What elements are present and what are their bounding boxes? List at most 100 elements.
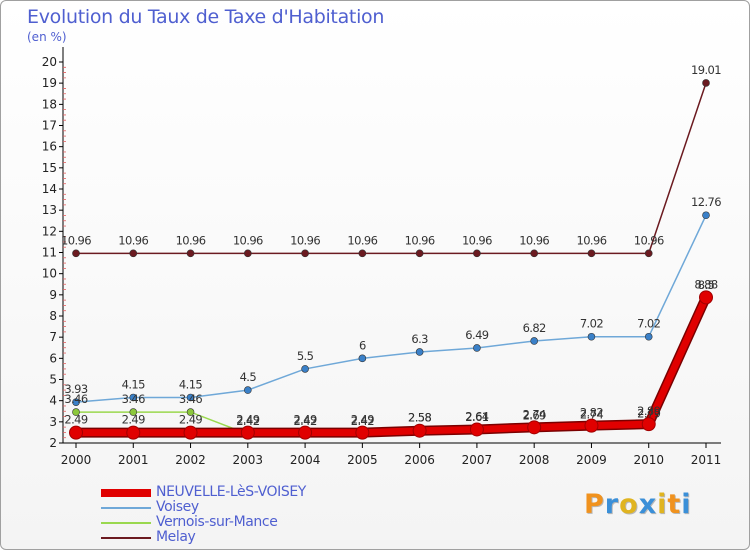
y-tick-label: 10 <box>42 267 57 281</box>
data-labels: 10.96 10.96 10.96 10.96 10.96 10.96 10.96 10.96… <box>61 63 722 428</box>
data-label: 2.69 <box>523 408 546 422</box>
data-label: 3.46 <box>64 392 87 406</box>
logo-letter: x <box>638 489 658 520</box>
data-point <box>69 425 83 440</box>
data-label: 10.96 <box>61 233 91 247</box>
data-label: 10.96 <box>634 233 664 247</box>
legend-label: Vernois-sur-Mance <box>156 514 278 530</box>
series-melay <box>72 79 710 258</box>
data-label: 10.96 <box>233 233 263 247</box>
logo-letter: o <box>619 489 639 520</box>
data-point <box>72 408 80 416</box>
legend-swatch <box>101 522 151 524</box>
unit-label: (en %) <box>27 30 67 44</box>
data-label: 7.02 <box>637 317 660 331</box>
data-label: 2.74 <box>580 407 603 421</box>
data-label: 3.93 <box>64 382 87 396</box>
data-label: 10.96 <box>290 233 320 247</box>
data-point <box>301 249 309 258</box>
data-point <box>240 425 255 440</box>
y-tick-label: 16 <box>42 140 57 154</box>
data-point <box>186 408 195 416</box>
data-label: 4.5 <box>240 370 257 384</box>
legend-swatch <box>101 537 151 539</box>
data-label: 2.49 <box>179 413 202 427</box>
data-label: 10.96 <box>347 233 377 247</box>
data-label: 2.42 <box>351 414 374 428</box>
data-point <box>186 393 195 402</box>
data-label: 2.58 <box>408 411 431 425</box>
data-label: 2.49 <box>351 413 374 427</box>
y-tick-label: 9 <box>49 288 57 302</box>
axes: 2 3 4 5 6 7 8 9 10 11 12 13 14 15 16 17 18 19 20 2000 2001 20… <box>42 47 721 467</box>
data-point <box>702 211 710 220</box>
data-point <box>530 249 538 258</box>
series-neuvelle-l-s-voisey <box>69 290 713 440</box>
data-label: 3.46 <box>179 392 202 406</box>
y-tick-label: 20 <box>42 55 57 69</box>
data-point <box>644 249 653 258</box>
x-tick-label: 2003 <box>233 453 264 467</box>
series-vernois-sur-mance <box>72 294 710 438</box>
y-tick-label: 12 <box>42 224 57 238</box>
data-point <box>702 79 710 87</box>
data-point <box>641 417 656 432</box>
data-point <box>530 337 538 345</box>
proxiti-logo: Proxiti <box>584 489 692 520</box>
y-tick-label: 19 <box>42 76 57 90</box>
data-label: 2.89 <box>637 404 660 418</box>
logo-letter: i <box>681 489 692 520</box>
data-point <box>72 249 80 258</box>
data-label: 2.49 <box>236 413 259 427</box>
x-tick-label: 2005 <box>347 453 378 467</box>
data-label: 10.96 <box>519 233 549 247</box>
data-point <box>126 425 141 440</box>
x-tick-label: 2004 <box>290 453 321 467</box>
chart-title: Evolution du Taux de Taxe d'Habitation <box>27 6 385 28</box>
series-line <box>76 295 710 437</box>
series-voisey <box>72 211 710 406</box>
data-label: 2.79 <box>637 406 660 420</box>
series-line <box>76 297 707 435</box>
data-label: 4.15 <box>122 377 145 391</box>
x-tick-label: 2009 <box>576 453 607 467</box>
y-tick-label: 3 <box>49 415 57 429</box>
data-point <box>298 425 313 440</box>
x-tick-label: 2002 <box>175 453 206 467</box>
data-label: 12.76 <box>691 195 721 209</box>
y-tick-label: 8 <box>49 309 57 323</box>
data-point <box>473 249 481 258</box>
data-point <box>415 348 424 356</box>
data-label: 2.49 <box>293 413 316 427</box>
data-label: 6.3 <box>411 332 428 346</box>
data-label: 2.61 <box>465 410 488 424</box>
data-label: 6.82 <box>523 321 546 335</box>
legend-swatch <box>101 507 151 509</box>
x-tick-label: 2008 <box>519 453 550 467</box>
data-point <box>183 425 198 440</box>
data-point <box>415 249 424 258</box>
data-label: 5.5 <box>297 349 314 363</box>
data-label: 2.64 <box>465 409 488 423</box>
y-tick-label: 17 <box>42 119 57 133</box>
data-label: 8.5 <box>698 278 715 292</box>
y-tick-label: 2 <box>49 436 57 450</box>
y-tick-label: 18 <box>42 97 57 111</box>
data-label: 19.01 <box>691 63 721 77</box>
legend-label: Voisey <box>156 499 199 515</box>
data-label: 4.15 <box>179 377 202 391</box>
data-point <box>587 249 596 258</box>
data-label: 2.49 <box>64 413 87 427</box>
data-label: 8.88 <box>694 277 717 291</box>
data-point <box>355 425 370 440</box>
data-label: 10.96 <box>462 233 492 247</box>
data-point <box>587 332 596 341</box>
data-point <box>469 422 484 437</box>
data-label: 10.96 <box>118 233 148 247</box>
data-point <box>129 408 138 416</box>
x-tick-label: 2007 <box>462 453 493 467</box>
logo-letter: P <box>584 489 605 520</box>
data-point <box>358 354 367 363</box>
